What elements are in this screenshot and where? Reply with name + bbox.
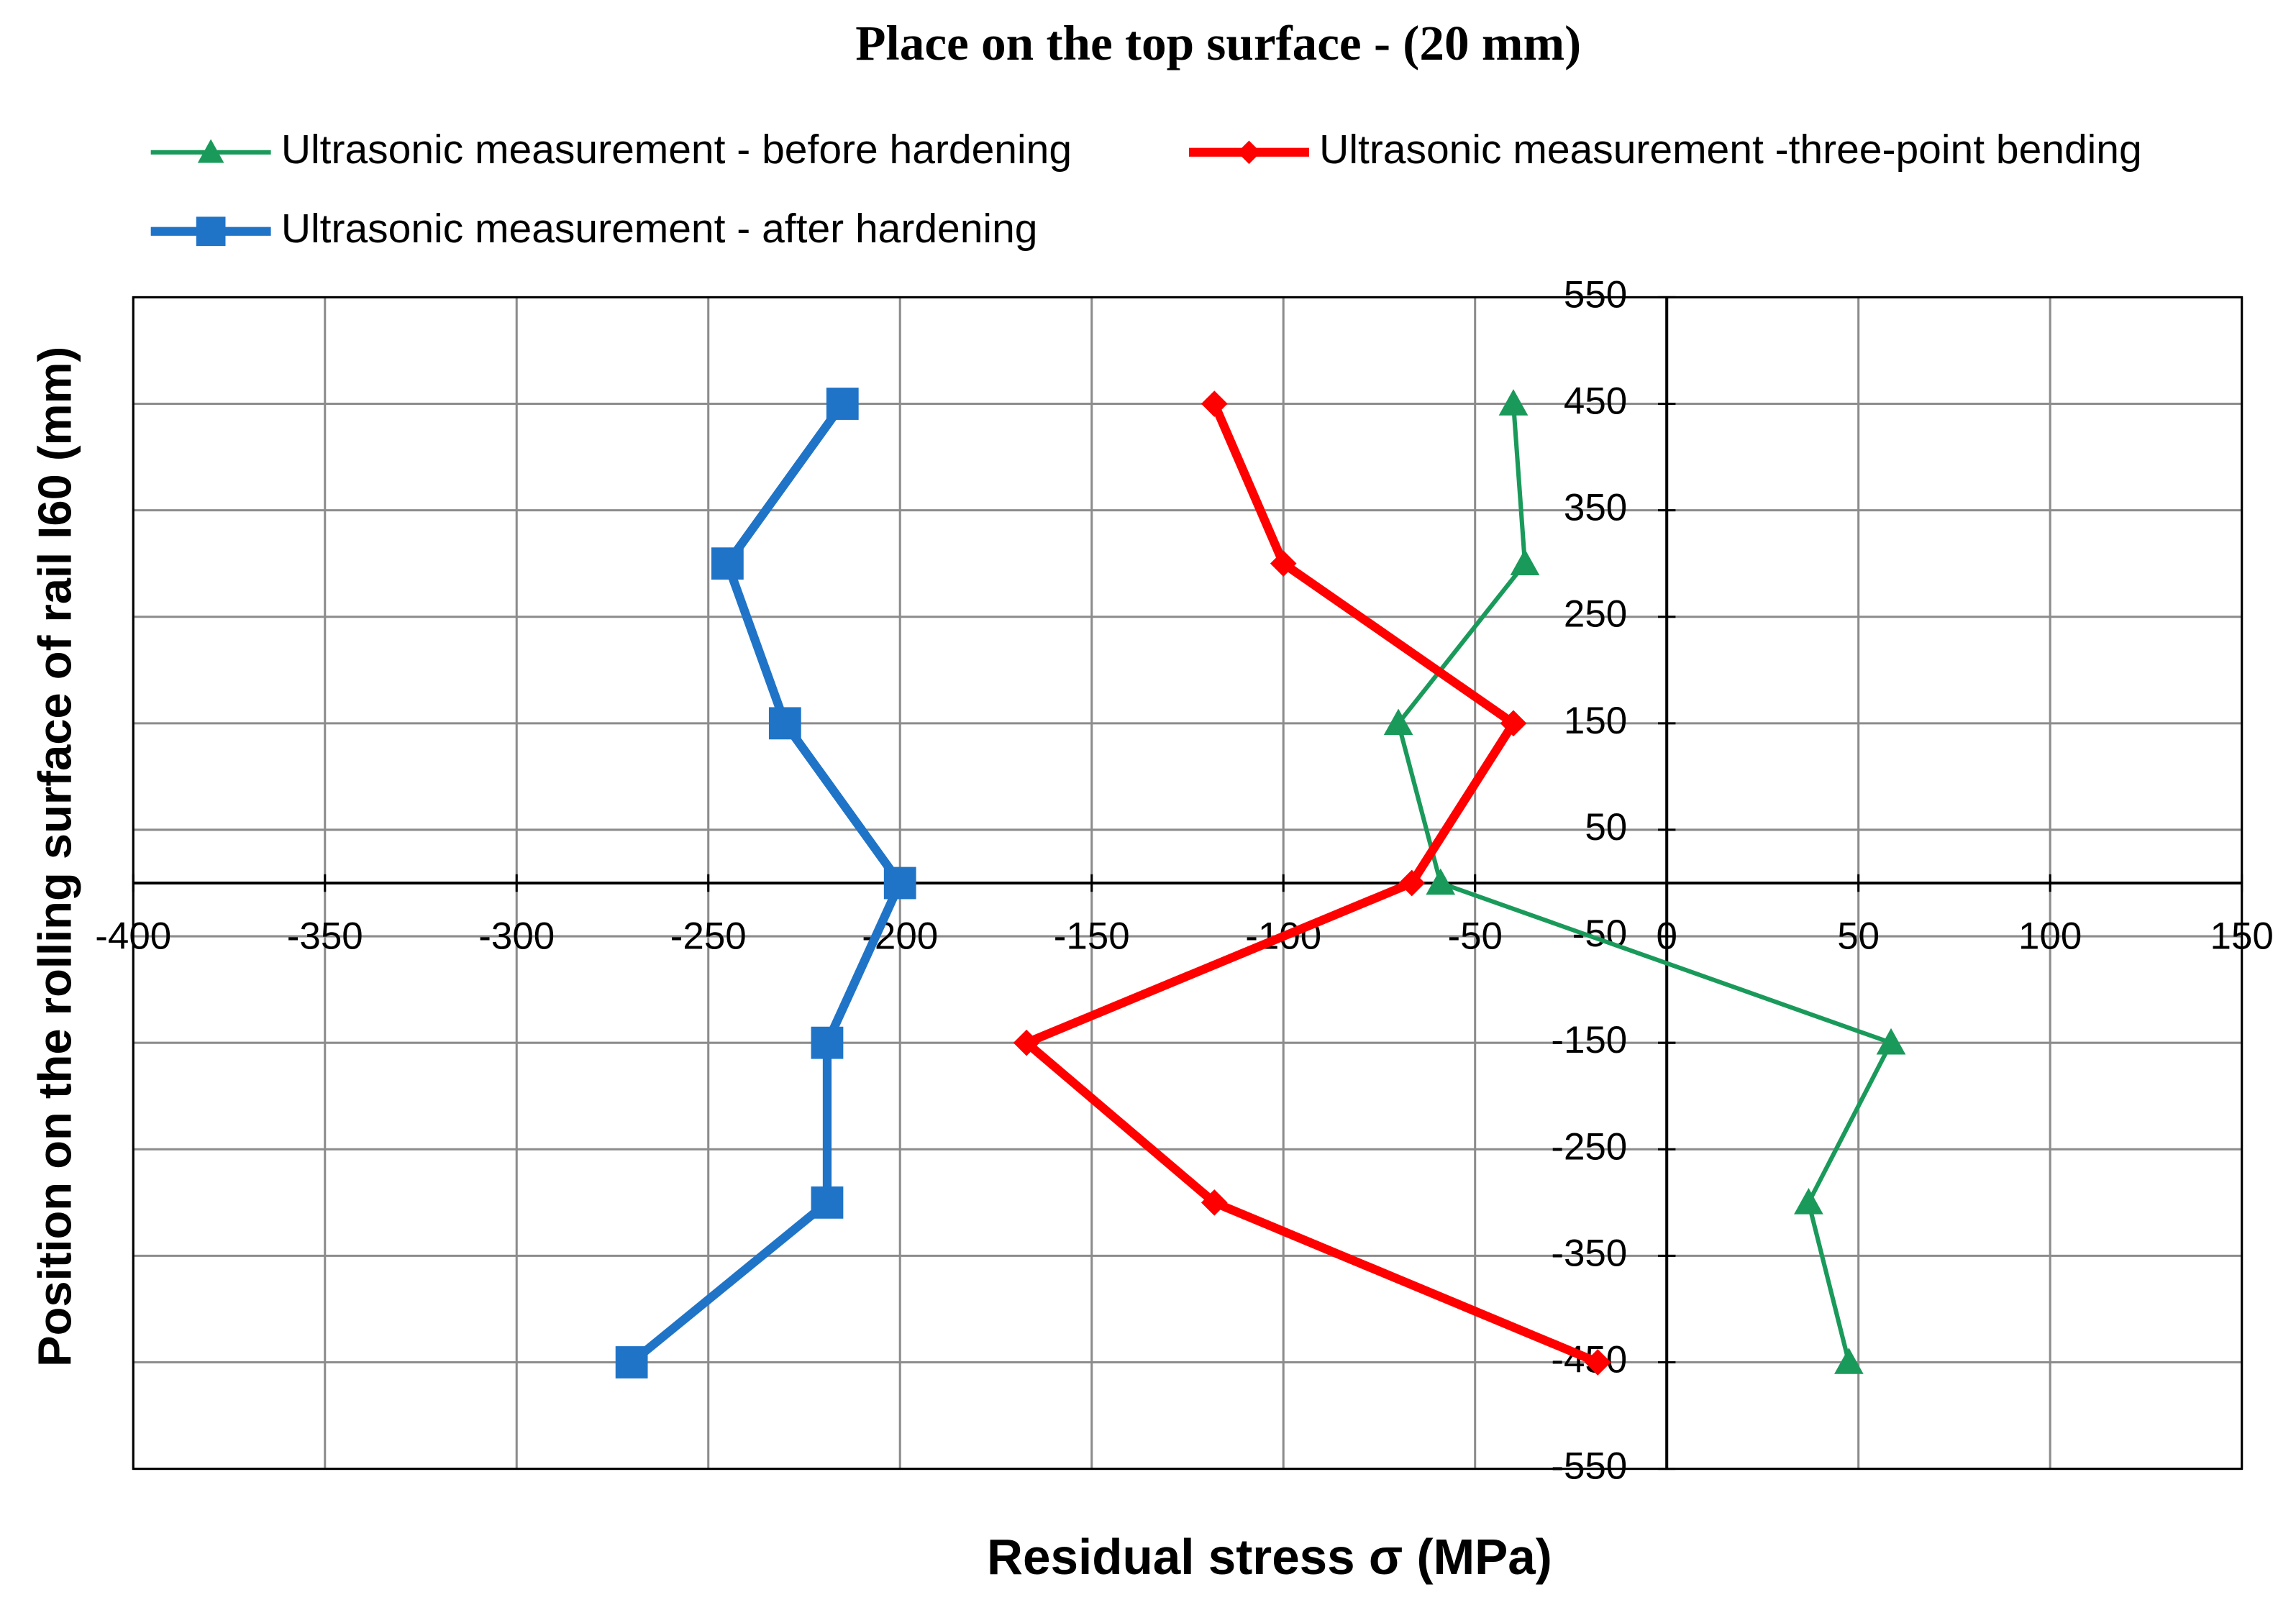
legend-label: Ultrasonic measurement - after hardening [281,206,1038,252]
marker [711,547,744,580]
marker [197,139,224,163]
marker [811,1026,844,1059]
chart-title: Place on the top surface - (20 mm) [855,15,1581,70]
y-tick-label: 50 [1585,806,1627,849]
marker [1270,550,1297,577]
y-tick-label: 350 [1564,487,1627,529]
marker [1498,389,1529,416]
y-tick-label: 150 [1564,700,1627,742]
marker [811,1186,844,1219]
marker [883,866,916,900]
marker [1510,549,1540,575]
x-tick-label: -400 [95,915,171,957]
x-tick-label: 150 [2210,915,2274,957]
marker [1834,1348,1864,1374]
x-tick-label: -50 [1447,915,1502,957]
marker [826,388,859,420]
x-tick-label: -300 [478,915,555,957]
marker [768,707,801,740]
marker [615,1346,648,1378]
x-tick-label: 100 [2018,915,2082,957]
legend-label: Ultrasonic measurement - before hardenin… [281,127,1072,173]
y-tick-label: 550 [1564,273,1627,316]
y-tick-label: -150 [1551,1019,1627,1061]
marker [1794,1187,1823,1215]
y-tick-label: 250 [1564,593,1627,636]
y-tick-label: -250 [1551,1125,1627,1168]
marker [196,216,226,247]
y-axis-title: Position on the rolling surface of rail … [29,347,81,1367]
y-tick-label: -550 [1551,1445,1627,1488]
x-tick-label: -250 [670,915,747,957]
marker [1876,1028,1906,1055]
y-tick-label: 450 [1564,380,1627,422]
marker [1426,868,1456,895]
plot: -400-350-300-250-200-150-100-50050100150… [95,273,2274,1487]
y-tick-label: -350 [1551,1232,1627,1274]
x-axis-title: Residual stress σ (MPa) [987,1529,1552,1585]
legend-label: Ultrasonic measurement -three-point bend… [1319,127,2142,173]
x-tick-label: 50 [1837,915,1880,957]
marker [1237,140,1261,165]
marker [1201,1189,1228,1216]
legend: Ultrasonic measurement - before hardenin… [150,127,2142,252]
marker [1201,390,1228,417]
marker [1383,708,1413,736]
x-tick-label: -150 [1054,915,1130,957]
x-tick-label: -350 [287,915,363,957]
